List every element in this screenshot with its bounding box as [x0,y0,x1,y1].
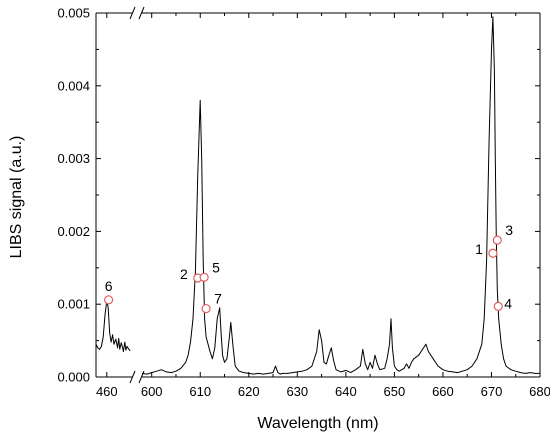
y-tick-label: 0.005 [57,6,90,21]
y-tick-label: 0.001 [57,297,90,312]
axis-break-break-bottom-mark [138,370,145,384]
annotation-marker [488,248,498,258]
axis-break-break-top-mark [138,6,145,20]
x-tick-label: 660 [432,384,454,399]
plot-area [95,16,540,375]
annotation-label: 6 [105,278,113,294]
x-tick-label: 460 [96,384,118,399]
tick-labels: 0.000 0.001 0.002 0.003 0.004 0.005 460 600 610 6… [57,6,550,400]
axis-break-break-bottom-mark [129,370,136,384]
y-tick-label: 0.003 [57,151,90,166]
y-axis-title: LIBS signal (a.u.) [8,136,25,259]
series-line-segment [141,16,540,375]
annotation-marker [492,235,502,245]
annotation-label: 3 [505,222,513,238]
annotation-label: 5 [212,259,220,275]
x-tick-label: 620 [238,384,260,399]
annotation-label: 7 [214,291,222,307]
annotation-marker [201,303,211,314]
x-tick-label: 680 [529,384,550,399]
annotation-markers: 1 2 3 4 5 6 7 [103,222,513,314]
annotation-marker [199,272,209,282]
x-tick-label: 630 [286,384,308,399]
series-line-segment [95,300,131,352]
x-tick-label: 650 [384,384,406,399]
y-tick-label: 0.000 [57,370,90,385]
y-tick-label: 0.002 [57,224,90,239]
annotation-marker [103,295,114,305]
annotation-marker [493,301,503,311]
x-axis-title: Wavelength (nm) [257,415,378,432]
annotation-label: 1 [475,241,483,257]
y-tick-label: 0.004 [57,78,90,93]
axis-break-break-top-mark [129,6,136,20]
annotation-label: 4 [504,295,512,311]
x-tick-label: 640 [335,384,357,399]
x-tick-label: 610 [189,384,211,399]
annotation-label: 2 [180,266,188,282]
x-tick-label: 600 [141,384,163,399]
x-tick-label: 670 [481,384,503,399]
